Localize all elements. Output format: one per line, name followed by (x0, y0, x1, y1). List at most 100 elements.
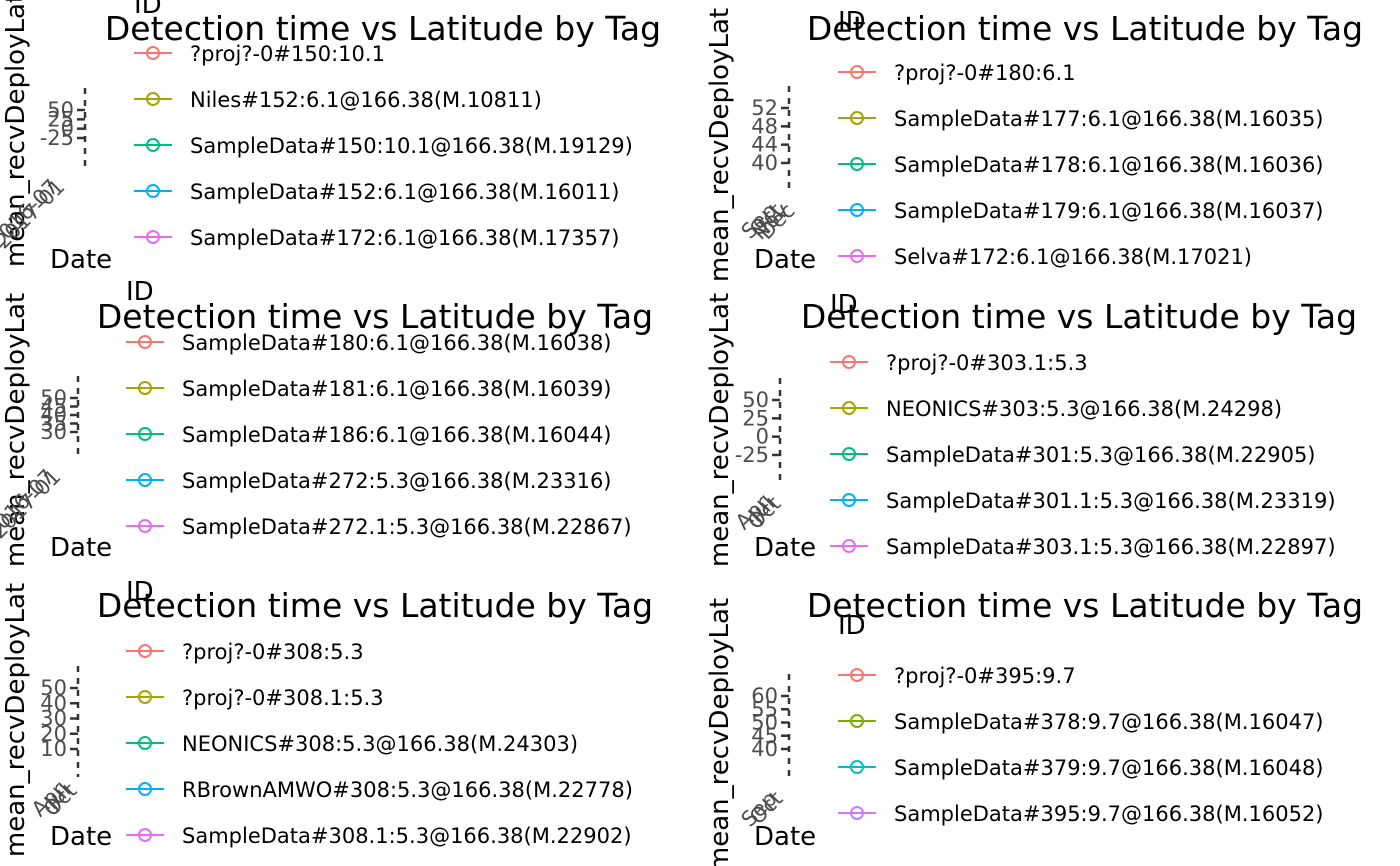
legend-entry: Niles#152:6.1@166.38(M.10811) (134, 88, 542, 112)
y-tick-label: 40 (40, 403, 67, 427)
legend-title: ID (830, 290, 858, 320)
y-axis-label: mean_recvDeployLat (1, 583, 31, 857)
legend-entry: SampleData#180:6.1@166.38(M.16038) (126, 331, 612, 355)
y-tick-label: 60 (751, 684, 778, 708)
legend-label: SampleData#301.1:5.3@166.38(M.23319) (886, 489, 1336, 513)
y-tick-label: 50 (751, 711, 778, 735)
legend-entry: SampleData#308.1:5.3@166.38(M.22902) (126, 824, 632, 848)
legend-label: SampleData#308.1:5.3@166.38(M.22902) (182, 824, 632, 848)
legend-title: ID (126, 277, 154, 307)
legend-entry: SampleData#395:9.7@166.38(M.16052) (838, 802, 1324, 826)
legend-label: SampleData#301:5.3@166.38(M.22905) (886, 443, 1316, 467)
legend-entry: SampleData#177:6.1@166.38(M.16035) (838, 107, 1324, 131)
legend-marker (842, 493, 856, 507)
legend-label: SampleData#178:6.1@166.38(M.16036) (894, 153, 1324, 177)
legend-label: SampleData#272:5.3@166.38(M.23316) (182, 469, 612, 493)
legend-label: SampleData#272.1:5.3@166.38(M.22867) (182, 515, 632, 539)
legend-label: ?proj?-0#180:6.1 (894, 61, 1076, 85)
legend-label: SampleData#180:6.1@166.38(M.16038) (182, 331, 612, 355)
y-tick-label: 10 (40, 737, 67, 761)
legend-marker (850, 760, 864, 774)
legend-label: SampleData#303.1:5.3@166.38(M.22897) (886, 535, 1336, 559)
legend-marker (850, 668, 864, 682)
y-tick-label: -25 (735, 443, 769, 467)
y-tick-label: 50 (742, 388, 769, 412)
legend-entry: ?proj?-0#395:9.7 (838, 664, 1076, 688)
legend-marker (850, 65, 864, 79)
legend-marker (850, 249, 864, 263)
legend-label: SampleData#150:10.1@166.38(M.19129) (190, 134, 633, 158)
legend-marker (850, 203, 864, 217)
x-axis-label: Date (754, 245, 816, 275)
legend-label: SampleData#379:9.7@166.38(M.16048) (894, 756, 1324, 780)
y-tick-label: 50 (40, 386, 67, 410)
legend-entry: SampleData#378:9.7@166.38(M.16047) (838, 710, 1324, 734)
y-tick-label: 40 (40, 691, 67, 715)
y-tick-label: 55 (751, 697, 778, 721)
y-tick-label: 25 (742, 406, 769, 430)
legend-entry: SampleData#301.1:5.3@166.38(M.23319) (830, 489, 1336, 513)
chart-panel-1: Detection time vs Latitude by Tag mean_re… (0, 0, 661, 275)
legend-entry: SampleData#150:10.1@166.38(M.19129) (134, 134, 633, 158)
chart-panel-3: Detection time vs Latitude by Tag mean_re… (0, 277, 653, 567)
legend-entry: SampleData#178:6.1@166.38(M.16036) (838, 153, 1324, 177)
legend-marker (138, 473, 152, 487)
chart-panel-6: Detection time vs Latitude by Tag mean_re… (705, 586, 1363, 866)
legend-label: ?proj?-0#308.1:5.3 (182, 686, 384, 710)
legend-marker (850, 806, 864, 820)
legend-label: NEONICS#303:5.3@166.38(M.24298) (886, 397, 1282, 421)
x-axis-label: Date (754, 822, 816, 852)
legend-label: RBrownAMWO#308:5.3@166.38(M.22778) (182, 778, 633, 802)
legend-marker (146, 230, 160, 244)
legend-label: SampleData#172:6.1@166.38(M.17357) (190, 226, 620, 250)
chart-title: Detection time vs Latitude by Tag (807, 9, 1363, 48)
legend-entry: SampleData#152:6.1@166.38(M.16011) (134, 180, 620, 204)
legend-entry: SampleData#272.1:5.3@166.38(M.22867) (126, 515, 632, 539)
legend-marker (138, 828, 152, 842)
legend-label: Selva#172:6.1@166.38(M.17021) (894, 245, 1252, 269)
legend-marker (850, 714, 864, 728)
legend-label: Niles#152:6.1@166.38(M.10811) (190, 88, 542, 112)
legend-entry: SampleData#303.1:5.3@166.38(M.22897) (830, 535, 1336, 559)
legend-marker (146, 92, 160, 106)
y-axis-label: mean_recvDeployLat (705, 598, 735, 866)
legend-marker (138, 736, 152, 750)
legend-entry: SampleData#272:5.3@166.38(M.23316) (126, 469, 612, 493)
y-tick-label: -25 (40, 126, 74, 150)
y-tick-label: 52 (751, 96, 778, 120)
legend-marker (138, 519, 152, 533)
legend-marker (842, 355, 856, 369)
legend-label: ?proj?-0#395:9.7 (894, 664, 1076, 688)
y-tick-label: 50 (40, 676, 67, 700)
legend-label: SampleData#395:9.7@166.38(M.16052) (894, 802, 1324, 826)
legend-label: SampleData#378:9.7@166.38(M.16047) (894, 710, 1324, 734)
legend-label: SampleData#186:6.1@166.38(M.16044) (182, 423, 612, 447)
legend-marker (138, 381, 152, 395)
y-tick-label: 30 (40, 707, 67, 731)
y-tick-label: 45 (40, 395, 67, 419)
y-tick-label: 30 (40, 420, 67, 444)
chart-panel-4: Detection time vs Latitude by Tag mean_re… (705, 290, 1357, 567)
legend-entry: Selva#172:6.1@166.38(M.17021) (838, 245, 1252, 269)
y-tick-label: 40 (751, 737, 778, 761)
y-tick-label: 20 (40, 722, 67, 746)
legend-marker (146, 184, 160, 198)
legend-label: ?proj?-0#308:5.3 (182, 640, 364, 664)
chart-panel-5: Detection time vs Latitude by Tag mean_re… (1, 577, 653, 857)
x-axis-label: Date (50, 822, 112, 852)
y-axis-label: mean_recvDeployLat (705, 293, 735, 567)
legend-entry: NEONICS#308:5.3@166.38(M.24303) (126, 732, 578, 756)
chart-title: Detection time vs Latitude by Tag (105, 9, 661, 48)
legend-entry: ?proj?-0#308.1:5.3 (126, 686, 384, 710)
legend-entry: ?proj?-0#150:10.1 (134, 42, 385, 66)
legend-label: SampleData#179:6.1@166.38(M.16037) (894, 199, 1324, 223)
legend-marker (138, 782, 152, 796)
legend-label: ?proj?-0#150:10.1 (190, 42, 385, 66)
legend-title: ID (838, 611, 866, 641)
legend-entry: SampleData#179:6.1@166.38(M.16037) (838, 199, 1324, 223)
legend-marker (138, 690, 152, 704)
chart-panel-2: Detection time vs Latitude by Tag mean_re… (705, 7, 1363, 282)
y-tick-label: 45 (751, 724, 778, 748)
legend-entry: RBrownAMWO#308:5.3@166.38(M.22778) (126, 778, 633, 802)
